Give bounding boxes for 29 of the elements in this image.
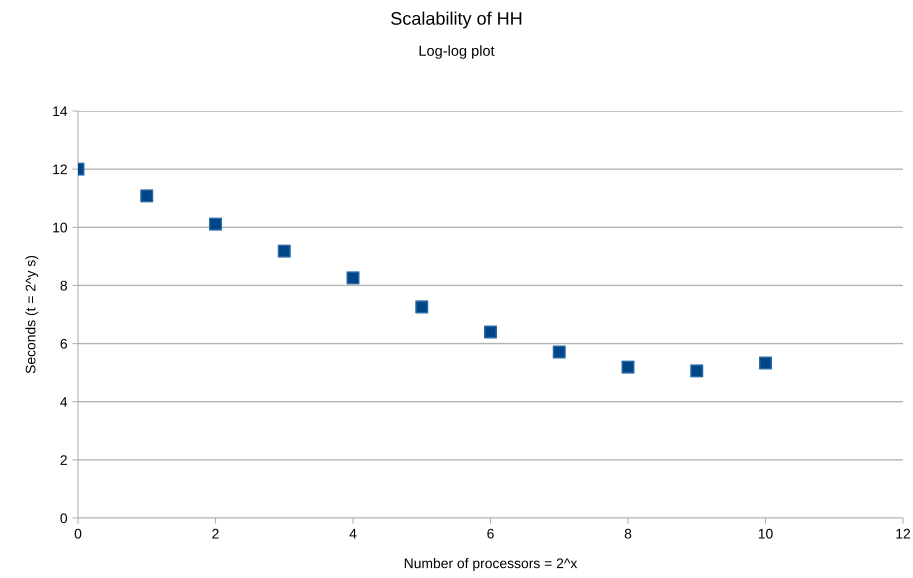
y-tick-label: 12 <box>53 164 67 174</box>
x-tick-label: 6 <box>487 528 494 539</box>
y-tick-label: 8 <box>60 280 67 291</box>
point <box>690 364 704 378</box>
y-tick-label: 2 <box>60 455 67 465</box>
y-tick-label: 6 <box>60 338 67 349</box>
x-tick-label: 0 <box>74 528 82 539</box>
point <box>140 189 154 202</box>
point <box>346 271 360 284</box>
point <box>484 325 498 338</box>
x-axis-title: Number of processors = 2^x <box>404 558 578 571</box>
chart-title: Scalability of HH <box>391 12 522 28</box>
y-tick-label: 4 <box>60 397 68 407</box>
x-tick-label: 10 <box>758 528 773 539</box>
x-tick-label: 2 <box>212 528 219 538</box>
y-axis-title: Seconds (t = 2^y s) <box>25 256 38 374</box>
point <box>552 346 566 359</box>
point <box>758 356 772 370</box>
point <box>278 244 291 258</box>
y-tick-label: 14 <box>53 106 68 116</box>
x-tick-label: 12 <box>896 528 910 538</box>
x-tick-label: 8 <box>624 528 632 539</box>
y-tick-label: 10 <box>53 222 68 232</box>
point <box>621 360 635 374</box>
point <box>208 218 222 231</box>
chart-subtitle: Log-log plot <box>420 45 495 59</box>
x-tick-label: 4 <box>349 528 356 538</box>
point <box>415 300 428 314</box>
y-tick-label: 0 <box>60 513 68 524</box>
